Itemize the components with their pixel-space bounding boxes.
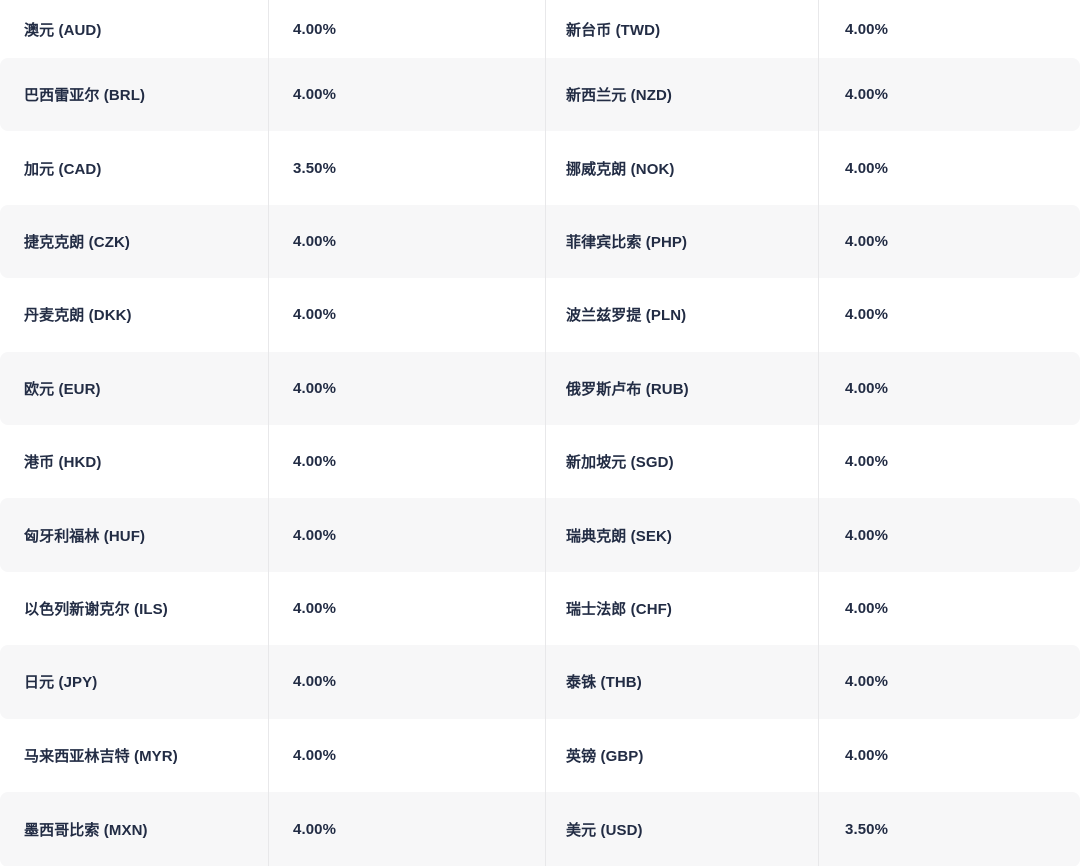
currency-cell: 以色列新谢克尔 (ILS) <box>24 600 168 618</box>
rate-cell: 4.00% <box>293 379 337 397</box>
currency-cell: 英镑 (GBP) <box>566 747 644 765</box>
currency-cell: 日元 (JPY) <box>24 674 98 692</box>
currency-cell: 美元 (USD) <box>566 821 643 839</box>
table-row: 以色列新谢克尔 (ILS) 4.00% 瑞士法郎 (CHF) 4.00% <box>0 571 1080 646</box>
currency-cell: 挪威克朗 (NOK) <box>566 160 675 178</box>
currency-cell: 波兰兹罗提 (PLN) <box>566 307 687 325</box>
currency-cell: 新西兰元 (NZD) <box>566 87 672 105</box>
currency-cell: 泰铢 (THB) <box>566 674 642 692</box>
rate-cell: 4.00% <box>845 599 889 617</box>
rate-cell: 3.50% <box>293 159 337 177</box>
rate-cell: 4.00% <box>293 526 337 544</box>
table-row: 港币 (HKD) 4.00% 新加坡元 (SGD) 4.00% <box>0 424 1080 499</box>
rate-cell: 4.00% <box>845 379 889 397</box>
currency-cell: 加元 (CAD) <box>24 160 102 178</box>
currency-cell: 澳元 (AUD) <box>24 21 102 39</box>
table-row: 欧元 (EUR) 4.00% 俄罗斯卢布 (RUB) 4.00% <box>0 351 1080 425</box>
currency-cell: 马来西亚林吉特 (MYR) <box>24 747 178 765</box>
rate-cell: 4.00% <box>293 746 337 764</box>
rate-cell: 4.00% <box>293 232 337 250</box>
rate-cell: 4.00% <box>845 453 889 471</box>
currency-cell: 丹麦克朗 (DKK) <box>24 307 132 325</box>
currency-cell: 菲律宾比索 (PHP) <box>566 233 688 251</box>
table-row: 加元 (CAD) 3.50% 挪威克朗 (NOK) 4.00% <box>0 131 1080 205</box>
table-row: 丹麦克朗 (DKK) 4.00% 波兰兹罗提 (PLN) 4.00% <box>0 278 1080 352</box>
rate-cell: 4.00% <box>845 526 889 544</box>
rate-cell: 4.00% <box>293 86 337 104</box>
rate-cell: 4.00% <box>845 20 889 38</box>
rate-cell: 4.00% <box>845 306 889 324</box>
rate-cell: 4.00% <box>845 673 889 691</box>
rate-cell: 4.00% <box>293 20 337 38</box>
currency-cell: 欧元 (EUR) <box>24 380 101 398</box>
currency-cell: 巴西雷亚尔 (BRL) <box>24 87 146 105</box>
currency-cell: 墨西哥比索 (MXN) <box>24 821 148 839</box>
table-row: 日元 (JPY) 4.00% 泰铢 (THB) 4.00% <box>0 645 1080 719</box>
rate-cell: 3.50% <box>845 820 889 838</box>
table-row: 匈牙利福林 (HUF) 4.00% 瑞典克朗 (SEK) 4.00% <box>0 498 1080 572</box>
table-row: 马来西亚林吉特 (MYR) 4.00% 英镑 (GBP) 4.00% <box>0 718 1080 792</box>
rate-cell: 4.00% <box>293 820 337 838</box>
rate-cell: 4.00% <box>293 453 337 471</box>
currency-cell: 瑞士法郎 (CHF) <box>566 600 672 618</box>
rate-cell: 4.00% <box>293 306 337 324</box>
table-row: 澳元 (AUD) 4.00% 新台币 (TWD) 4.00% <box>0 0 1080 58</box>
currency-cell: 港币 (HKD) <box>24 454 102 472</box>
rate-cell: 4.00% <box>845 232 889 250</box>
currency-cell: 俄罗斯卢布 (RUB) <box>566 380 689 398</box>
currency-cell: 瑞典克朗 (SEK) <box>566 527 673 545</box>
table-row: 捷克克朗 (CZK) 4.00% 菲律宾比索 (PHP) 4.00% <box>0 204 1080 279</box>
table-row: 墨西哥比索 (MXN) 4.00% 美元 (USD) 3.50% <box>0 791 1080 866</box>
rate-cell: 4.00% <box>845 159 889 177</box>
currency-cell: 匈牙利福林 (HUF) <box>24 527 146 545</box>
rate-cell: 4.00% <box>293 599 337 617</box>
currency-cell: 新加坡元 (SGD) <box>566 454 674 472</box>
rate-cell: 4.00% <box>845 86 889 104</box>
currency-cell: 捷克克朗 (CZK) <box>24 233 130 251</box>
rate-cell: 4.00% <box>293 673 337 691</box>
table-row: 巴西雷亚尔 (BRL) 4.00% 新西兰元 (NZD) 4.00% <box>0 58 1080 132</box>
currency-cell: 新台币 (TWD) <box>566 21 661 39</box>
rate-cell: 4.00% <box>845 746 889 764</box>
